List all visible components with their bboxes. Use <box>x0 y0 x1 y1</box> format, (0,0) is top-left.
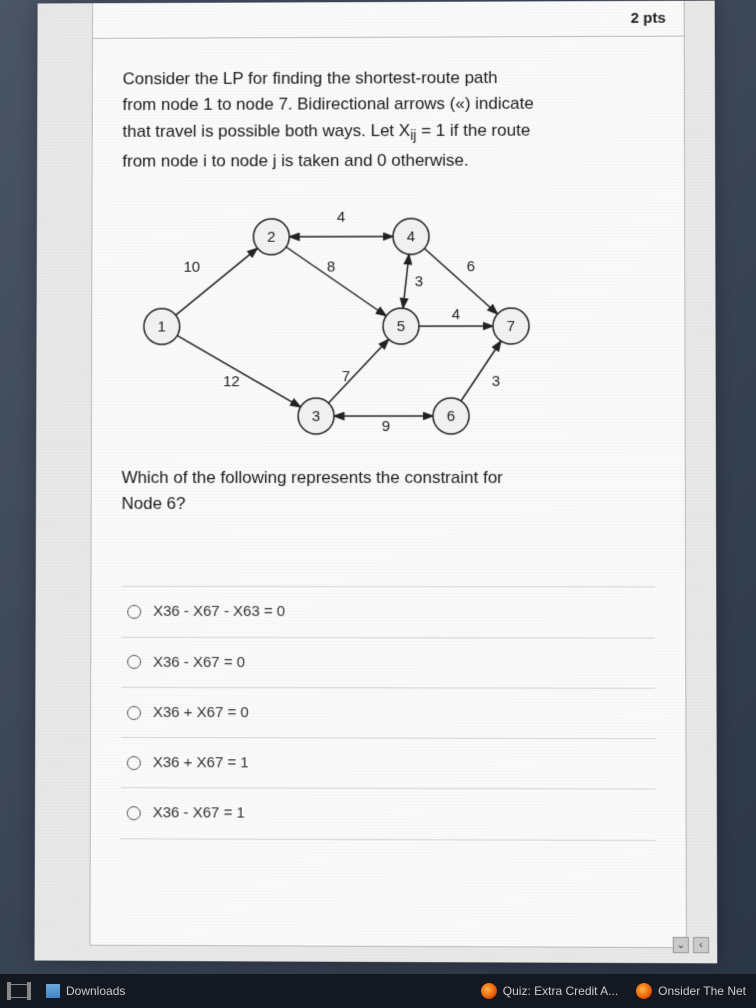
svg-text:3: 3 <box>492 373 500 390</box>
radio-icon[interactable] <box>127 806 141 820</box>
taskbar-onsider[interactable]: Onsider The Net <box>636 983 746 999</box>
prompt-text: Consider the LP for finding the shortest… <box>122 65 654 175</box>
diagram-svg: 1012487936431234567 <box>122 192 542 452</box>
taskbar-quiz[interactable]: Quiz: Extra Credit A... <box>481 983 618 999</box>
svg-text:7: 7 <box>342 368 350 385</box>
answer-option[interactable]: X36 + X67 = 1 <box>121 737 655 789</box>
svg-text:3: 3 <box>312 408 320 425</box>
answer-options: X36 - X67 - X63 = 0 X36 - X67 = 0 X36 + X6… <box>121 586 656 840</box>
followup-line: Which of the following represents the co… <box>122 465 655 491</box>
radio-icon[interactable] <box>127 605 141 619</box>
followup-text: Which of the following represents the co… <box>122 465 655 516</box>
network-diagram: 1012487936431234567 <box>122 191 655 451</box>
answer-option[interactable]: X36 + X67 = 0 <box>121 687 655 739</box>
answer-option[interactable]: X36 - X67 = 0 <box>121 636 655 687</box>
scroll-down-icon[interactable]: ⌄ <box>673 937 689 953</box>
prompt-line: from node 1 to node 7. Bidirectional arr… <box>123 91 654 119</box>
question-body: Consider the LP for finding the shortest… <box>91 37 686 851</box>
taskbar-label: Quiz: Extra Credit A... <box>503 984 618 998</box>
question-card: 2 pts Consider the LP for finding the sh… <box>89 1 686 948</box>
firefox-icon <box>636 983 652 999</box>
option-label: X36 - X67 = 0 <box>153 651 245 674</box>
answer-option[interactable]: X36 - X67 - X63 = 0 <box>121 586 655 637</box>
answer-option[interactable]: X36 - X67 = 1 <box>121 787 656 840</box>
taskbar: Downloads Quiz: Extra Credit A... Onside… <box>0 974 756 1008</box>
svg-text:6: 6 <box>467 259 475 276</box>
followup-line: Node 6? <box>122 491 655 517</box>
taskview-button[interactable] <box>10 984 28 998</box>
svg-text:5: 5 <box>397 319 405 336</box>
svg-text:8: 8 <box>327 259 335 276</box>
points-header: 2 pts <box>93 1 684 39</box>
svg-text:4: 4 <box>337 209 345 226</box>
download-icon <box>46 984 60 998</box>
scroll-indicator: ⌄ ‹ <box>673 937 709 953</box>
svg-text:12: 12 <box>223 374 240 391</box>
prompt-line: Consider the LP for finding the shortest… <box>123 65 654 93</box>
svg-text:3: 3 <box>415 274 423 291</box>
svg-text:4: 4 <box>407 229 415 246</box>
svg-text:1: 1 <box>158 319 166 336</box>
radio-icon[interactable] <box>127 655 141 669</box>
prompt-line: that travel is possible both ways. Let X… <box>122 117 653 149</box>
radio-icon[interactable] <box>127 756 141 770</box>
taskbar-downloads[interactable]: Downloads <box>46 984 125 998</box>
taskview-icon <box>10 984 28 998</box>
option-label: X36 - X67 - X63 = 0 <box>153 600 285 623</box>
taskbar-label: Downloads <box>66 984 125 998</box>
option-label: X36 - X67 = 1 <box>153 802 245 826</box>
points-label: 2 pts <box>631 10 666 27</box>
prompt-line: from node i to node j is taken and 0 oth… <box>122 147 654 175</box>
option-label: X36 + X67 = 1 <box>153 751 249 775</box>
scroll-back-icon[interactable]: ‹ <box>693 937 709 953</box>
svg-text:2: 2 <box>267 229 275 246</box>
svg-text:10: 10 <box>183 259 200 276</box>
svg-text:7: 7 <box>507 318 515 335</box>
monitor-screen: 2 pts Consider the LP for finding the sh… <box>34 1 717 964</box>
option-label: X36 + X67 = 0 <box>153 701 249 725</box>
svg-text:4: 4 <box>452 306 460 323</box>
firefox-icon <box>481 983 497 999</box>
svg-text:6: 6 <box>447 408 455 425</box>
svg-text:9: 9 <box>382 418 390 435</box>
taskbar-label: Onsider The Net <box>658 984 746 998</box>
radio-icon[interactable] <box>127 705 141 719</box>
